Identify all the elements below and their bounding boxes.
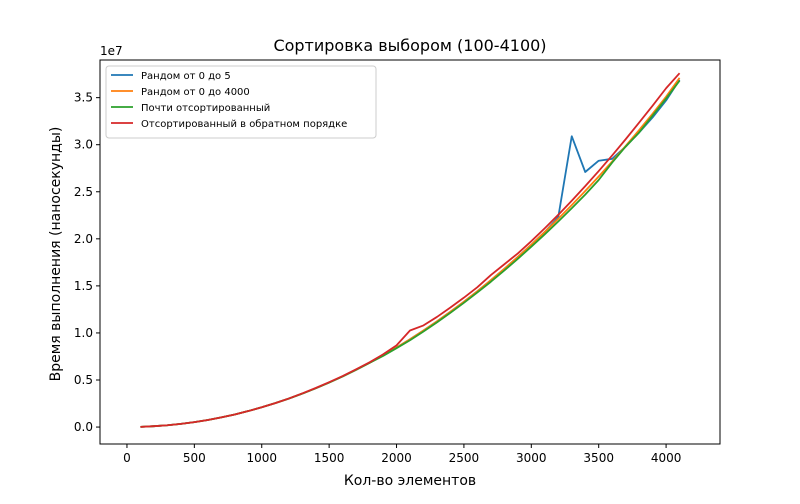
legend-label-4: Отсортированный в обратном порядке (141, 119, 347, 130)
series-line-4 (140, 72, 681, 428)
legend-label-3: Почти отсортированный (141, 103, 270, 114)
x-tick-label: 2500 (449, 451, 480, 465)
x-tick-label: 3500 (583, 451, 614, 465)
y-tick-label: 1.5 (74, 279, 93, 293)
y-tick-label: 2.0 (74, 232, 93, 246)
x-tick-label: 1000 (246, 451, 277, 465)
y-tick-label: 0.0 (74, 420, 93, 434)
y-tick-label: 1.0 (74, 326, 93, 340)
plot-area: 0 500 1000 1500 2000 2500 3000 3500 4000 0.0 0.5 1.… (74, 72, 682, 465)
y-axis-label: Время выполнения (наносекунды) (48, 127, 64, 382)
legend-label-2: Рандом от 0 до 4000 (141, 87, 250, 98)
y-tick-label: 3.0 (74, 138, 93, 152)
x-tick-label: 0 (123, 451, 131, 465)
x-tick-label: 4000 (651, 451, 682, 465)
y-tick-label: 0.5 (74, 373, 93, 387)
axes-frame (99, 59, 721, 445)
x-tick-label: 3000 (516, 451, 547, 465)
legend-label-1: Рандом от 0 до 5 (141, 71, 231, 82)
y-tick-label: 2.5 (74, 185, 93, 199)
legend-box (105, 65, 377, 139)
x-tick-label: 1500 (314, 451, 345, 465)
y-offset-label: 1e7 (100, 44, 123, 58)
chart-title: Сортировка выбором (100-4100) (273, 36, 546, 55)
x-axis-label: Кол-во элементов (344, 473, 476, 489)
legend: Рандом от 0 до 5 Рандом от 0 до 4000 Почти… (105, 65, 377, 139)
y-tick-label: 3.5 (74, 91, 93, 105)
x-tick-label: 500 (183, 451, 206, 465)
x-tick-label: 2000 (381, 451, 412, 465)
